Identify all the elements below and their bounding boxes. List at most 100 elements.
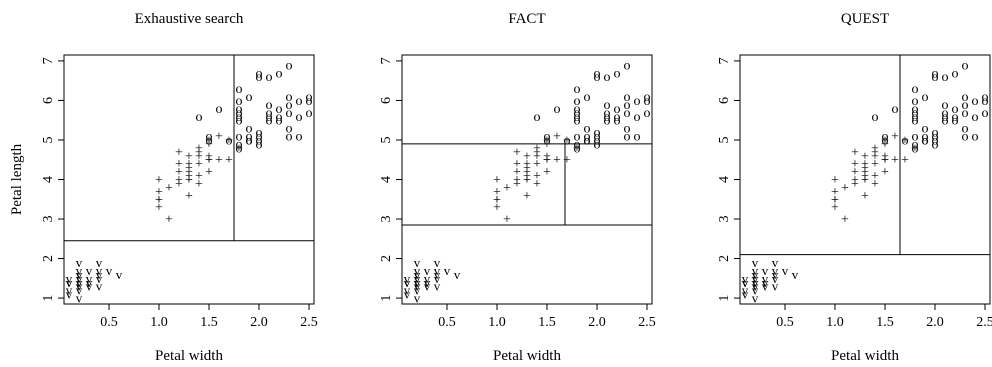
data-point: o <box>276 110 283 125</box>
data-point: + <box>871 141 879 156</box>
data-point: o <box>634 110 641 125</box>
data-point: + <box>513 145 521 160</box>
data-point: o <box>286 130 293 145</box>
data-point: v <box>782 263 789 278</box>
x-tick-label: 2.0 <box>250 315 268 330</box>
data-point: v <box>752 271 759 286</box>
data-point: o <box>644 90 651 105</box>
data-point: + <box>155 185 163 200</box>
data-point: + <box>205 137 213 152</box>
x-tick-label: 1.0 <box>488 315 506 330</box>
data-point: + <box>523 173 531 188</box>
data-point: o <box>246 130 253 145</box>
data-point: v <box>96 267 103 282</box>
data-point: + <box>195 157 203 172</box>
data-point: o <box>266 106 273 121</box>
y-axis-label: Petal length <box>9 143 25 215</box>
data-point: v <box>742 275 749 290</box>
x-tick-label: 1.5 <box>876 315 894 330</box>
data-point: o <box>952 66 959 81</box>
data-point: v <box>414 255 421 270</box>
data-point: + <box>235 141 243 156</box>
y-tick-label: 6 <box>379 97 394 104</box>
y-tick-label: 4 <box>41 176 56 183</box>
data-point: o <box>574 82 581 97</box>
data-point: o <box>584 133 591 148</box>
data-point: v <box>424 275 431 290</box>
data-point: v <box>772 279 779 294</box>
data-point: + <box>175 177 183 192</box>
data-point: o <box>912 82 919 97</box>
data-point: o <box>216 102 223 117</box>
y-tick-label: 2 <box>717 255 732 262</box>
data-point: o <box>236 106 243 121</box>
data-point: + <box>155 193 163 208</box>
y-tick-label: 1 <box>717 295 732 302</box>
data-point: o <box>256 126 263 141</box>
data-point: o <box>206 133 213 148</box>
data-point: o <box>922 122 929 137</box>
data-point: v <box>752 283 759 298</box>
data-point: v <box>752 271 759 286</box>
data-point: + <box>881 137 889 152</box>
data-point: o <box>544 133 551 148</box>
data-point: o <box>236 110 243 125</box>
data-point: + <box>493 193 501 208</box>
data-point: v <box>772 255 779 270</box>
data-point: o <box>644 106 651 121</box>
y-tick-label: 3 <box>41 216 56 223</box>
data-point: v <box>414 271 421 286</box>
x-tick-label: 2.0 <box>588 315 606 330</box>
data-point: o <box>574 114 581 129</box>
data-point: v <box>414 279 421 294</box>
data-point: o <box>286 122 293 137</box>
data-point: v <box>86 263 93 278</box>
data-point: v <box>752 275 759 290</box>
data-point: o <box>972 130 979 145</box>
data-point: o <box>942 114 949 129</box>
data-point: v <box>404 287 411 302</box>
data-point: + <box>533 169 541 184</box>
data-point: v <box>86 271 93 286</box>
data-point: v <box>752 279 759 294</box>
data-point: o <box>624 130 631 145</box>
data-point: v <box>404 283 411 298</box>
data-point: o <box>594 133 601 148</box>
data-point: v <box>454 267 461 282</box>
data-point: + <box>185 173 193 188</box>
data-point: o <box>634 130 641 145</box>
data-point: o <box>584 122 591 137</box>
data-point: + <box>543 149 551 164</box>
data-point: o <box>226 133 233 148</box>
data-point: + <box>155 201 163 216</box>
data-point: + <box>523 189 531 204</box>
data-point: o <box>584 90 591 105</box>
data-point: v <box>792 267 799 282</box>
y-tick-label: 5 <box>379 136 394 143</box>
data-point: o <box>912 137 919 152</box>
data-point: + <box>195 149 203 164</box>
data-point: o <box>574 102 581 117</box>
data-point: o <box>246 133 253 148</box>
data-point: o <box>962 106 969 121</box>
data-point: o <box>912 130 919 145</box>
data-point: v <box>434 255 441 270</box>
data-point: v <box>762 275 769 290</box>
data-point: + <box>195 145 203 160</box>
data-point: o <box>256 130 263 145</box>
data-point: v <box>424 279 431 294</box>
data-point: + <box>891 130 899 145</box>
data-point: v <box>76 271 83 286</box>
data-point: + <box>881 149 889 164</box>
x-tick-label: 1.5 <box>200 315 218 330</box>
data-point: o <box>624 58 631 73</box>
data-point: + <box>523 169 531 184</box>
data-point: + <box>881 165 889 180</box>
data-point: v <box>414 275 421 290</box>
data-point: o <box>952 110 959 125</box>
data-point: o <box>296 130 303 145</box>
data-point: o <box>266 98 273 113</box>
data-point: o <box>972 110 979 125</box>
data-point: o <box>306 94 313 109</box>
data-point: + <box>851 177 859 192</box>
